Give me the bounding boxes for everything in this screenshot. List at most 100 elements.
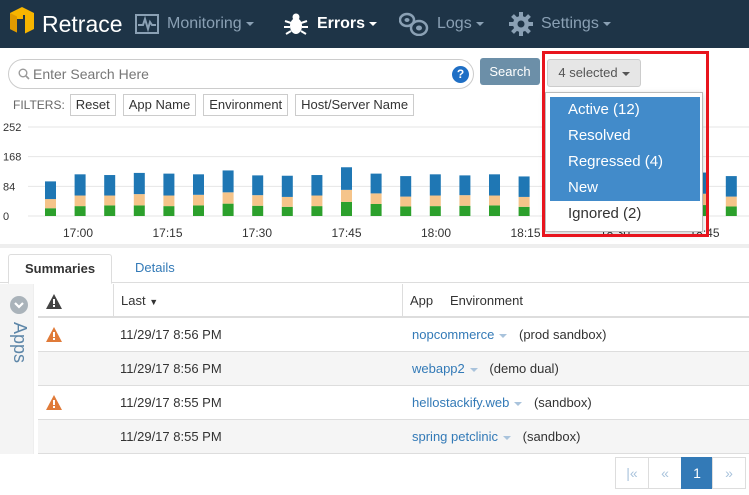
chevron-down-icon[interactable] (503, 435, 511, 440)
row-app-link[interactable]: webapp2 (412, 361, 465, 376)
row-app-link[interactable]: spring petclinic (412, 429, 498, 444)
chart-bar-segment[interactable] (370, 193, 382, 204)
chart-bar-segment[interactable] (518, 206, 530, 216)
chart-bar-segment[interactable] (725, 206, 737, 216)
column-app[interactable]: App (410, 293, 434, 308)
chart-bar-segment[interactable] (725, 176, 737, 197)
nav-settings[interactable]: Settings (509, 0, 611, 48)
row-app[interactable]: hellostackify.web (sandbox) (412, 386, 592, 420)
chart-bar-segment[interactable] (400, 196, 412, 207)
status-select[interactable]: 4 selected (547, 59, 641, 87)
chart-bar-segment[interactable] (193, 205, 204, 216)
chart-bar-segment[interactable] (281, 196, 293, 207)
chart-bar-segment[interactable] (222, 203, 234, 216)
nav-monitoring[interactable]: Monitoring (135, 0, 254, 48)
filter-host-button[interactable]: Host/Server Name (295, 94, 415, 116)
chart-bar-segment[interactable] (104, 195, 116, 206)
chart-bar-segment[interactable] (74, 206, 86, 216)
chart-bar-segment[interactable] (193, 194, 204, 206)
row-app[interactable]: webapp2 (demo dual) (412, 352, 559, 386)
column-environment[interactable]: Environment (450, 293, 523, 308)
status-option-regressed[interactable]: Regressed (4) (550, 149, 700, 175)
page-next-button[interactable]: » (712, 457, 746, 489)
table-row[interactable]: 11/29/17 8:56 PM nopcommerce (prod sandb… (38, 318, 749, 352)
chart-bar-segment[interactable] (281, 206, 293, 216)
chart-bar-segment[interactable] (133, 205, 145, 216)
collapse-icon[interactable] (10, 296, 28, 314)
chart-bar-segment[interactable] (489, 195, 500, 206)
row-app[interactable]: spring petclinic (sandbox) (412, 420, 580, 454)
chart-bar-segment[interactable] (74, 174, 86, 196)
chart-bar-segment[interactable] (459, 175, 471, 196)
nav-errors[interactable]: Errors (283, 0, 378, 48)
chevron-down-icon[interactable] (514, 401, 523, 406)
search-button[interactable]: Search (480, 58, 540, 85)
chart-bar-segment[interactable] (311, 175, 323, 196)
chart-bar-segment[interactable] (400, 206, 412, 216)
chart-bar-segment[interactable] (311, 206, 323, 216)
chart-bar-segment[interactable] (163, 195, 175, 207)
chevron-down-icon[interactable] (469, 367, 478, 372)
chart-bar-segment[interactable] (104, 175, 116, 196)
page-first-button[interactable]: |« (615, 457, 649, 489)
filter-app-name-button[interactable]: App Name (122, 94, 197, 116)
chart-bar-segment[interactable] (341, 167, 352, 190)
row-environment: (demo dual) (489, 361, 559, 376)
status-option-new[interactable]: New (550, 175, 700, 201)
page-prev-button[interactable]: « (648, 457, 682, 489)
chart-bar-segment[interactable] (459, 205, 471, 216)
status-option-active[interactable]: Active (12) (550, 97, 700, 123)
row-app-link[interactable]: hellostackify.web (412, 395, 510, 410)
chart-bar-segment[interactable] (518, 196, 530, 207)
table-row[interactable]: 11/29/17 8:55 PM hellostackify.web (sand… (38, 386, 749, 420)
chart-bar-segment[interactable] (370, 173, 382, 194)
chart-bar-segment[interactable] (252, 195, 264, 206)
chart-bar-segment[interactable] (45, 181, 56, 200)
chart-bar-segment[interactable] (311, 195, 323, 207)
chart-bar-segment[interactable] (429, 174, 441, 196)
chart-bar-segment[interactable] (518, 176, 530, 197)
chart-bar-segment[interactable] (459, 195, 471, 206)
chart-bar-segment[interactable] (725, 196, 737, 207)
chart-bar-segment[interactable] (163, 173, 175, 196)
row-app[interactable]: nopcommerce (prod sandbox) (412, 318, 606, 352)
chart-bar-segment[interactable] (45, 208, 56, 216)
chart-bar-segment[interactable] (133, 194, 145, 206)
brand[interactable]: Retrace (8, 6, 123, 42)
chart-bar-segment[interactable] (252, 175, 264, 196)
chart-bar-segment[interactable] (341, 201, 352, 216)
status-option-ignored[interactable]: Ignored (2) (568, 205, 642, 222)
search-input[interactable] (33, 64, 453, 84)
chart-bar-segment[interactable] (429, 206, 441, 216)
tab-details[interactable]: Details (135, 260, 175, 275)
chart-bar-segment[interactable] (429, 195, 441, 207)
chart-bar-segment[interactable] (163, 206, 175, 216)
chevron-down-icon[interactable] (499, 333, 508, 338)
chart-bar-segment[interactable] (45, 199, 56, 209)
chart-bar-segment[interactable] (281, 175, 293, 197)
apps-panel-toggle[interactable]: Apps (0, 284, 34, 454)
filter-reset-button[interactable]: Reset (69, 94, 116, 116)
help-icon[interactable]: ? (452, 66, 469, 83)
table-row[interactable]: 11/29/17 8:56 PM webapp2 (demo dual) (38, 352, 749, 386)
status-option-resolved[interactable]: Resolved (550, 123, 700, 149)
chart-bar-segment[interactable] (133, 172, 145, 195)
chart-bar-segment[interactable] (489, 205, 500, 216)
chart-bar-segment[interactable] (193, 174, 204, 195)
column-last[interactable]: Last ▼ (121, 284, 158, 318)
filter-environment-button[interactable]: Environment (203, 94, 289, 116)
chart-bar-segment[interactable] (370, 203, 382, 216)
chart-bar-segment[interactable] (489, 174, 500, 196)
page-current-button[interactable]: 1 (681, 457, 713, 489)
row-app-link[interactable]: nopcommerce (412, 327, 495, 342)
chart-bar-segment[interactable] (104, 205, 116, 216)
chart-bar-segment[interactable] (400, 176, 412, 197)
chart-bar-segment[interactable] (252, 205, 264, 216)
chart-bar-segment[interactable] (341, 189, 352, 202)
chart-bar-segment[interactable] (222, 170, 234, 193)
chart-bar-segment[interactable] (74, 195, 86, 207)
nav-logs[interactable]: Logs (399, 0, 484, 48)
tab-summaries[interactable]: Summaries (8, 254, 113, 284)
table-row[interactable]: 11/29/17 8:55 PM spring petclinic (sandb… (38, 420, 749, 454)
chart-bar-segment[interactable] (222, 192, 234, 204)
